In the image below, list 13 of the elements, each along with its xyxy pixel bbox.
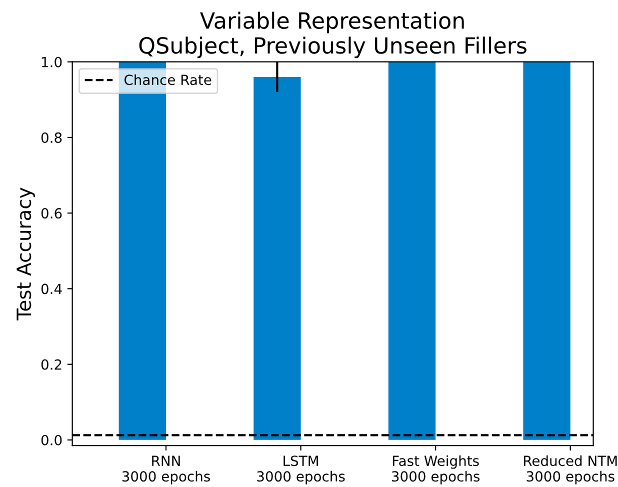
- y-tick-label: 0.4: [41, 284, 62, 294]
- y-axis-title: Test Accuracy: [16, 188, 35, 320]
- y-tick-label: 0.2: [41, 359, 62, 370]
- chart-title: Variable Representation QSubject, Previously Unseen Fillers: [139, 12, 526, 58]
- y-tick-label: 0.6: [41, 208, 62, 219]
- x-tick-label: Reduced NTM 3000 epochs: [524, 455, 617, 484]
- x-tick-label: Fast Weights 3000 epochs: [392, 455, 480, 484]
- legend-label: Chance Rate: [124, 74, 212, 86]
- x-tick-label: LSTM 3000 epochs: [257, 456, 345, 484]
- y-tick-label: 0.0: [41, 434, 62, 446]
- y-tick-label: 0.8: [41, 132, 62, 143]
- x-tick-label: RNN 3000 epochs: [122, 456, 210, 484]
- y-tick-label: 1.0: [42, 56, 62, 68]
